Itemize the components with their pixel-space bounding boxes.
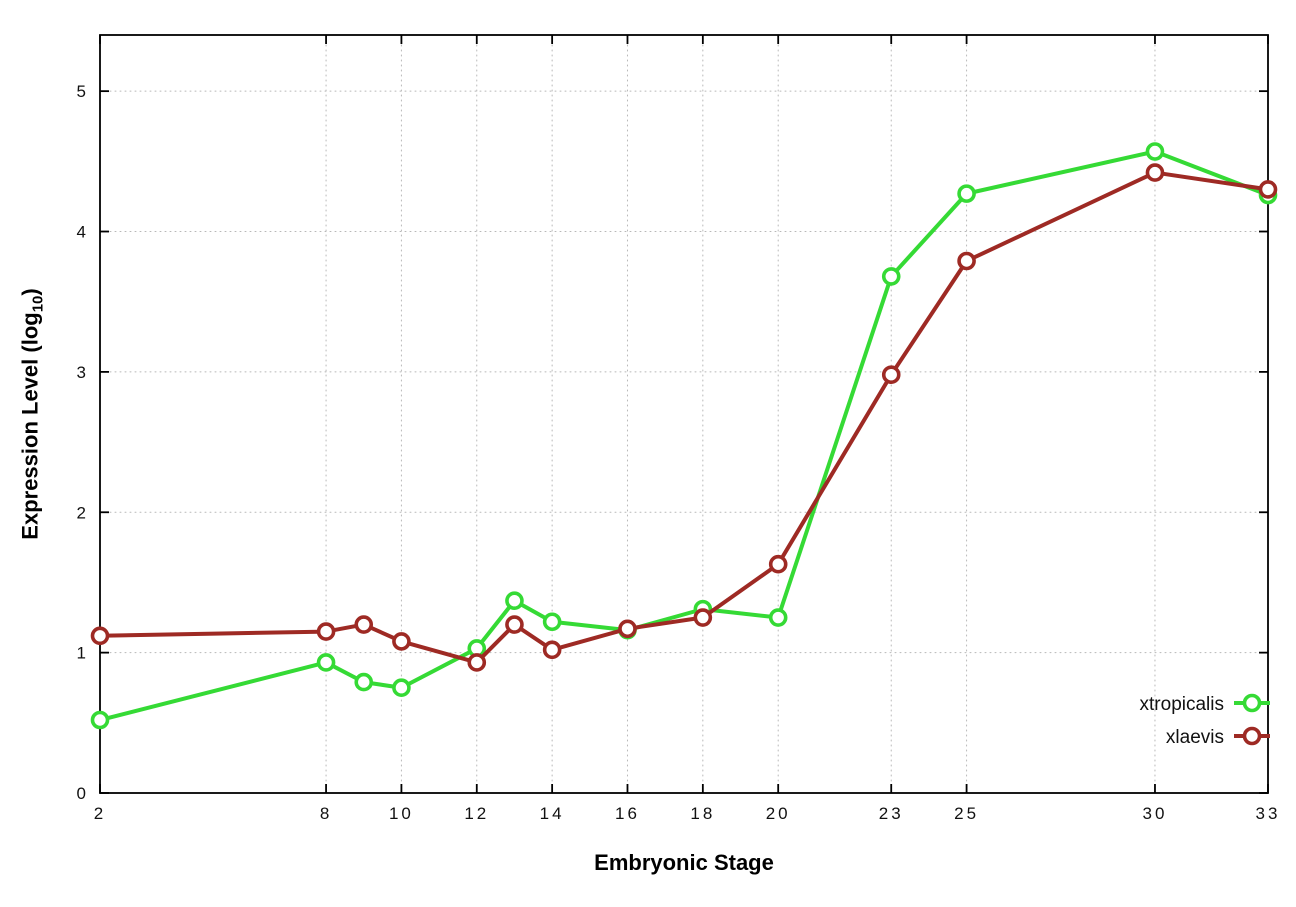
y-tick-label: 1 (77, 644, 86, 663)
data-point-xtropicalis (542, 612, 562, 632)
x-tick-label: 30 (1143, 804, 1168, 823)
data-point-xtropicalis (90, 710, 110, 730)
plot-border (99, 34, 1269, 794)
x-tick-label: 18 (690, 804, 715, 823)
y-axis-label-subscript: 10 (29, 295, 47, 313)
data-point-xtropicalis (316, 653, 336, 672)
data-point-xtropicalis (354, 672, 374, 692)
x-tick-label: 20 (766, 804, 791, 823)
data-point-xlaevis (957, 251, 976, 271)
legend-marker-xlaevis (1242, 726, 1262, 746)
data-point-xlaevis (316, 622, 336, 641)
x-tick-label: 8 (320, 804, 332, 823)
x-axis-label: Embryonic Stage (594, 850, 774, 875)
x-tick-label: 2 (94, 804, 106, 823)
x-tick-label: 10 (389, 804, 414, 823)
data-point-xlaevis (354, 615, 374, 634)
x-tick-label: 33 (1256, 804, 1281, 823)
data-point-xlaevis (1145, 163, 1165, 182)
data-point-xlaevis (618, 619, 637, 639)
data-point-xlaevis (1258, 180, 1278, 199)
x-tick-label: 12 (464, 804, 489, 823)
x-tick-label: 25 (954, 804, 979, 823)
y-tick-label: 2 (77, 503, 86, 522)
y-axis-label-close: ) (17, 288, 43, 296)
y-axis-label-text: Expression Level (log (17, 312, 43, 540)
legend-label-xlaevis: xlaevis (1166, 727, 1224, 748)
data-point-xtropicalis (957, 184, 976, 203)
data-point-xlaevis (392, 632, 411, 651)
y-axis-label: Expression Level (log10) (17, 288, 46, 539)
series-line-xtropicalis (98, 149, 1270, 723)
y-tick-label: 0 (77, 784, 86, 803)
data-point-xlaevis (505, 615, 524, 634)
y-tick-label: 3 (77, 363, 86, 382)
x-tick-label: 14 (540, 804, 565, 823)
data-point-xlaevis (467, 653, 487, 672)
data-point-xtropicalis (768, 608, 788, 627)
data-point-xlaevis (768, 554, 788, 574)
data-point-xtropicalis (392, 678, 411, 698)
data-point-xlaevis (881, 365, 901, 384)
data-point-xtropicalis (1145, 142, 1165, 161)
data-point-xlaevis (90, 626, 110, 646)
data-point-xtropicalis (505, 591, 524, 610)
legend-label-xtropicalis: xtropicalis (1140, 694, 1224, 715)
data-point-xlaevis (693, 608, 713, 627)
legend-marker-xtropicalis (1242, 693, 1262, 713)
x-tick-label: 16 (615, 804, 640, 823)
series-line-xlaevis (98, 170, 1270, 665)
x-tick-label: 23 (879, 804, 904, 823)
y-tick-label: 5 (77, 82, 86, 101)
data-point-xlaevis (542, 640, 562, 660)
y-tick-label: 4 (77, 223, 86, 242)
data-point-xtropicalis (881, 267, 901, 286)
